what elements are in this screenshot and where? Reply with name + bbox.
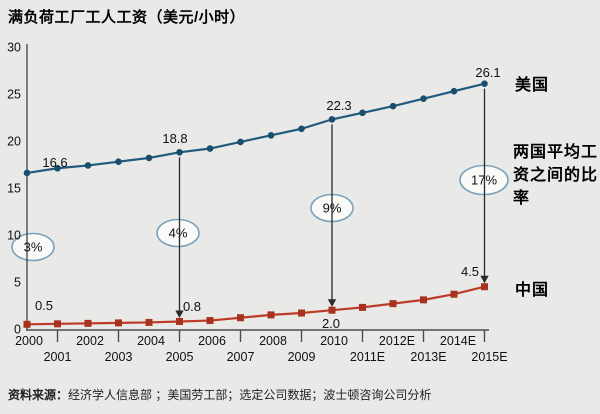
us-data-point: [328, 116, 336, 123]
us-data-point: [481, 80, 488, 87]
us-data-point: [115, 158, 122, 165]
ratio-arrow-head: [175, 310, 184, 318]
ratio-arrow-head: [480, 275, 489, 284]
china-data-point: [481, 283, 488, 291]
china-data-point: [328, 306, 336, 314]
us-data-point: [389, 102, 397, 110]
y-tick-label: 5: [14, 276, 21, 290]
us-data-point: [298, 125, 305, 133]
point-value-label: 16.6: [42, 155, 67, 170]
us-data-point: [23, 169, 31, 177]
x-label-bottom: 2003: [105, 350, 133, 364]
x-label-bottom: 2013E: [410, 350, 446, 364]
ratio-note-label: 两国平均工资之间的比率: [513, 144, 599, 207]
china-data-point: [267, 311, 275, 319]
us-data-point: [145, 154, 153, 162]
source-line: 资料来源：经济学人信息部 ；美国劳工部；选定公司数据；波士顿咨询公司分析: [8, 386, 431, 403]
us-data-point: [206, 145, 214, 152]
china-data-point: [450, 290, 458, 298]
x-label-bottom: 2011E: [350, 350, 385, 364]
china-data-point: [54, 320, 61, 328]
china-data-point: [237, 314, 244, 322]
china-data-point: [84, 319, 92, 327]
x-label-bottom: 2009: [288, 350, 316, 364]
series-label-china: 中国: [515, 282, 550, 299]
china-data-point: [145, 318, 153, 326]
source-label: 资料来源：: [8, 388, 69, 402]
china-data-point: [298, 309, 305, 317]
chart-title: 满负荷工厂工人工资（美元/小时）: [8, 9, 246, 26]
us-data-point: [84, 162, 92, 169]
point-value-label: 2.0: [322, 316, 340, 331]
y-tick-label: 10: [7, 229, 21, 243]
y-tick-label: 0: [14, 323, 21, 337]
x-label-top: 2006: [198, 334, 226, 348]
us-data-point: [54, 164, 61, 172]
point-value-label: 4.5: [461, 264, 479, 279]
series-label-us: 美国: [515, 77, 550, 94]
point-value-label: 26.1: [475, 65, 500, 80]
x-label-top: 2002: [76, 334, 104, 348]
x-label-bottom: 2005: [166, 350, 194, 364]
us-data-point: [450, 87, 458, 95]
x-label-bottom: 2007: [227, 350, 255, 364]
china-data-point: [206, 317, 214, 325]
x-label-top: 2014E: [440, 334, 476, 348]
china-data-point: [176, 317, 183, 325]
y-tick-label: 20: [7, 135, 21, 149]
source-text: 经济学人信息部 ；美国劳工部；选定公司数据；波士顿咨询公司分析: [68, 388, 432, 402]
point-value-label: 0.5: [35, 298, 53, 313]
china-data-point: [115, 319, 122, 327]
us-data-point: [267, 132, 275, 139]
ratio-arrow-head: [327, 299, 337, 307]
ratio-percent-label: 9%: [323, 201, 342, 216]
ratio-ellipse: [11, 232, 55, 262]
china-line: [26, 285, 485, 326]
x-label-top: 2000: [15, 334, 43, 348]
china-data-point: [23, 320, 31, 328]
x-label-top: 2010: [320, 334, 348, 348]
x-label-bottom: 2001: [44, 350, 72, 364]
us-line: [26, 82, 485, 175]
china-data-point: [420, 296, 427, 304]
x-label-top: 2012E: [379, 334, 415, 348]
china-data-point: [359, 303, 366, 311]
y-tick-label: 15: [7, 182, 21, 196]
us-data-point: [420, 95, 427, 102]
point-value-label: 0.8: [183, 299, 201, 314]
us-data-point: [359, 109, 366, 117]
y-tick-label: 30: [7, 41, 21, 55]
x-label-bottom: 2015E: [471, 350, 507, 364]
china-data-point: [389, 300, 397, 308]
point-value-label: 22.3: [326, 98, 351, 113]
point-value-label: 18.8: [162, 131, 187, 146]
us-data-point: [237, 138, 244, 146]
ratio-ellipse: [156, 218, 200, 248]
x-label-top: 2008: [259, 334, 287, 348]
x-label-top: 2004: [137, 334, 165, 348]
ratio-percent-label: 17%: [471, 173, 497, 188]
ratio-percent-label: 3%: [24, 240, 43, 255]
us-data-point: [176, 148, 183, 156]
ratio-percent-label: 4%: [169, 226, 188, 241]
y-tick-label: 25: [7, 88, 21, 102]
